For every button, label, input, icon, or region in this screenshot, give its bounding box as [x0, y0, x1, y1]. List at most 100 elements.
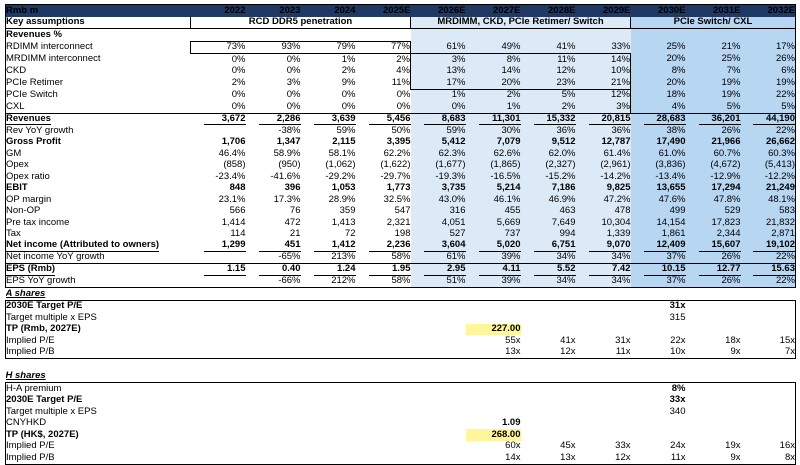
cell-net-income-2031e[interactable]: 15,607	[685, 240, 741, 252]
cell-h-cnyhkd-2022[interactable]	[191, 418, 246, 430]
cell-h-implied-pb-2032e[interactable]: 8x	[740, 452, 796, 465]
cell-gross-profit-2028e[interactable]: 9,512	[520, 136, 576, 148]
cell-a-tp-2028e[interactable]	[521, 324, 576, 336]
cell-mrdimm-2032e[interactable]: 26%	[740, 53, 796, 66]
row-label-opex-ratio[interactable]: Opex ratio	[5, 171, 191, 183]
cell-eps-2022[interactable]: 1.15	[190, 263, 246, 276]
cell-a-multiple-eps-2031e[interactable]	[686, 312, 741, 324]
cell-non-op-2029e[interactable]: 478	[575, 205, 631, 217]
cell-revenues-2025e[interactable]: 5,456	[355, 112, 411, 125]
row-label-ebit[interactable]: EBIT	[5, 182, 191, 194]
cell-pcie-switch-2030e[interactable]: 18%	[630, 89, 686, 101]
cell-eps-yoy-2026e[interactable]: 51%	[410, 275, 466, 288]
year-header-2030e[interactable]: 2030E	[630, 4, 686, 17]
cell-gm-2028e[interactable]: 62.0%	[520, 148, 576, 160]
cell-pre-tax-income-2030e[interactable]: 14,154	[630, 217, 686, 229]
row-label-h-cnyhkd[interactable]: CNYHKD	[5, 417, 191, 429]
cell-gm-2032e[interactable]: 60.3%	[740, 148, 796, 160]
cell-eps-yoy-2030e[interactable]: 37%	[630, 275, 686, 288]
cell-h-multiple-eps-2023[interactable]	[246, 406, 301, 418]
cell-gm-2023[interactable]: 58.9%	[273, 148, 301, 159]
cell-a-implied-pe-2027e[interactable]: 55x	[505, 335, 521, 346]
cell-pre-tax-income-2029e[interactable]: 10,304	[575, 217, 631, 229]
cell-a-target-pe-2029e[interactable]	[575, 299, 631, 312]
cell-pre-tax-income-2028e[interactable]: 7,649	[520, 217, 576, 229]
cell-revenues-2031e[interactable]: 36,201	[685, 112, 741, 125]
cell-tax-2031e[interactable]: 2,344	[685, 228, 741, 240]
row-label-ni-yoy[interactable]: Net income YoY growth	[5, 251, 191, 264]
cell-pcie-retimer-2023[interactable]: 3%	[286, 77, 301, 88]
cell-op-margin-2029e[interactable]: 47.2%	[575, 194, 631, 206]
cell-ckd-2029e[interactable]: 10%	[575, 65, 631, 77]
cell-h-premium-2023[interactable]	[245, 382, 301, 395]
cell-ebit-2023[interactable]: 396	[284, 182, 301, 193]
year-header-2028e[interactable]: 2028E	[520, 4, 576, 17]
row-label-ckd[interactable]: CKD	[5, 65, 191, 77]
cell-a-implied-pb-2028e[interactable]: 12x	[520, 346, 576, 359]
cell-pcie-retimer-2026e[interactable]: 17%	[410, 77, 466, 90]
cell-h-implied-pb-2023[interactable]	[245, 452, 301, 465]
cell-pcie-switch-2025e[interactable]: 0%	[396, 89, 411, 100]
cell-h-implied-pe-2026e[interactable]	[411, 441, 466, 453]
cell-a-tp-2023[interactable]	[246, 324, 301, 336]
cell-eps-yoy-2024[interactable]: 212%	[300, 275, 356, 288]
cell-gross-profit-2023[interactable]: 1,347	[276, 136, 301, 147]
cell-gm-2030e[interactable]: 61.0%	[630, 148, 686, 160]
cell-op-margin-2028e[interactable]: 46.9%	[520, 194, 576, 206]
cell-ni-yoy-2030e[interactable]: 37%	[630, 251, 686, 264]
cell-h-cnyhkd-2032e[interactable]	[740, 417, 796, 429]
row-label-h-premium[interactable]: H-A premium	[5, 382, 191, 395]
cell-a-implied-pe-2031e[interactable]: 18x	[725, 335, 741, 346]
cell-eps-yoy-2032e[interactable]: 22%	[740, 275, 796, 288]
cell-non-op-2028e[interactable]: 463	[520, 205, 576, 217]
cell-eps-yoy-2023[interactable]: -66%	[245, 275, 301, 288]
row-label-eps[interactable]: EPS (Rmb)	[5, 263, 191, 276]
cell-ni-yoy-2031e[interactable]: 26%	[685, 251, 741, 264]
cell-pre-tax-income-2032e[interactable]: 21,832	[740, 217, 796, 229]
cell-a-target-pe-2032e[interactable]	[740, 299, 796, 312]
cell-a-implied-pe-2025e[interactable]	[356, 335, 411, 347]
cell-ebit-2032e[interactable]: 21,249	[740, 182, 796, 194]
cell-eps-2023[interactable]: 0.40	[245, 263, 301, 276]
cell-eps-2026e[interactable]: 2.95	[410, 263, 466, 276]
cell-mrdimm-2030e[interactable]: 20%	[630, 53, 686, 66]
cell-gm-2024[interactable]: 58.1%	[328, 148, 356, 159]
cell-a-implied-pb-2024[interactable]	[300, 346, 356, 359]
cell-ckd-2023[interactable]: 0%	[286, 65, 301, 76]
cell-cxl-2024[interactable]: 0%	[341, 101, 356, 112]
cell-rev-yoy-2030e[interactable]: 38%	[630, 125, 686, 137]
cell-eps-yoy-2029e[interactable]: 34%	[575, 275, 631, 288]
cell-h-implied-pb-2031e[interactable]: 9x	[685, 452, 741, 465]
row-label-h-tp[interactable]: TP (HK$, 2027E)	[5, 429, 191, 441]
cell-net-income-2027e[interactable]: 5,020	[465, 240, 521, 252]
cell-a-tp-2027e[interactable]: 227.00	[465, 323, 521, 335]
cell-a-multiple-eps-2028e[interactable]	[521, 312, 576, 324]
cell-h-target-pe-2030e[interactable]: 33x	[669, 394, 686, 405]
cell-h-premium-2025e[interactable]	[355, 382, 411, 395]
cell-non-op-2032e[interactable]: 583	[740, 205, 796, 217]
cell-a-target-pe-2031e[interactable]	[685, 299, 741, 312]
cell-h-tp-2030e[interactable]	[631, 429, 686, 441]
cell-gross-profit-2029e[interactable]: 12,787	[575, 136, 631, 148]
cell-opex-ratio-2029e[interactable]: -14.2%	[575, 171, 631, 183]
cell-revenues-pct-2030e[interactable]	[630, 28, 686, 41]
row-label-non-op[interactable]: Non-OP	[5, 205, 191, 217]
cell-h-implied-pb-2026e[interactable]	[410, 452, 466, 465]
cell-non-op-2031e[interactable]: 529	[685, 205, 741, 217]
cell-non-op-2022[interactable]: 566	[229, 205, 246, 216]
cell-h-premium-2026e[interactable]	[410, 382, 466, 395]
cell-h-cnyhkd-2030e[interactable]	[631, 418, 686, 430]
year-header-2032e[interactable]: 2032E	[740, 4, 796, 17]
cell-h-premium-2022[interactable]	[190, 382, 246, 395]
cell-h-target-pe-2024[interactable]	[301, 395, 356, 407]
cell-h-implied-pe-2028e[interactable]: 45x	[560, 440, 576, 451]
cell-h-implied-pe-2030e[interactable]: 24x	[670, 440, 686, 451]
cell-a-implied-pb-2032e[interactable]: 7x	[740, 346, 796, 359]
cell-a-implied-pb-2031e[interactable]: 9x	[685, 346, 741, 359]
cell-rev-yoy-2027e[interactable]: 30%	[465, 125, 521, 137]
cell-h-cnyhkd-2029e[interactable]	[576, 418, 631, 430]
cell-h-tp-2024[interactable]	[301, 429, 356, 441]
cell-h-tp-2025e[interactable]	[356, 429, 411, 441]
row-label-pcie-retimer[interactable]: PCIe Retimer	[5, 77, 191, 89]
cell-mrdimm-2025e[interactable]: 2%	[396, 53, 410, 65]
